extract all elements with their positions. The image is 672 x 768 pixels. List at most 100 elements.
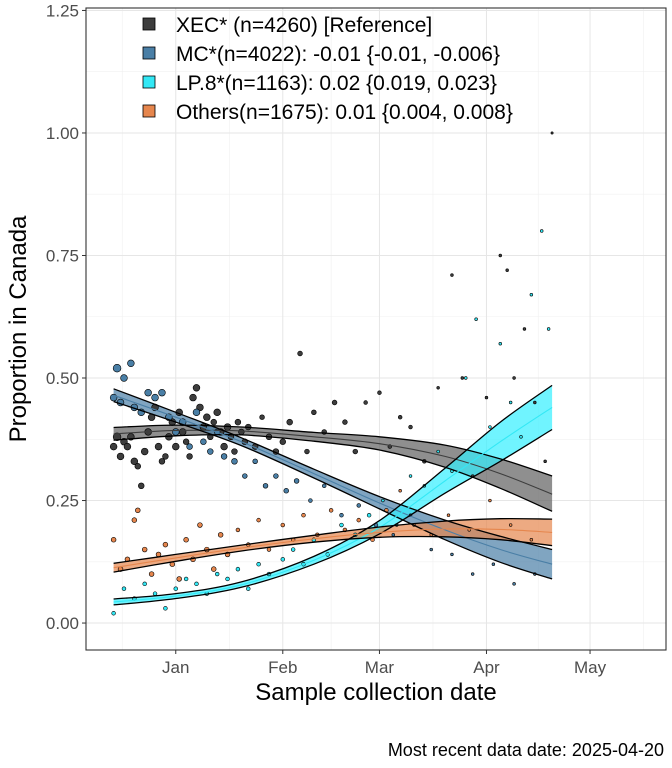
mc-data-point	[127, 359, 135, 368]
mc-data-point	[144, 389, 152, 397]
xec-data-point	[162, 453, 169, 460]
mc-data-point	[273, 473, 279, 479]
others-data-point	[148, 571, 155, 577]
others-data-point	[211, 566, 217, 572]
others-data-point	[266, 547, 272, 552]
lp-data-point	[152, 591, 158, 596]
xec-data-point	[130, 457, 139, 466]
lp-data-point	[246, 586, 251, 591]
mc-fit-line	[113, 394, 553, 565]
xec-data-point	[279, 438, 286, 445]
xec-data-point	[397, 415, 403, 420]
lp-data-point	[235, 566, 241, 572]
others-data-point	[256, 517, 261, 523]
xec-data-point	[178, 428, 187, 436]
xec-data-point	[512, 376, 516, 380]
xec-data-point	[186, 453, 193, 460]
lp-data-point	[519, 435, 523, 439]
xec-data-point	[213, 408, 221, 417]
lp-legend-label: LP.8*(n=1163): 0.02 {0.019, 0.023}	[176, 72, 497, 95]
others-data-point	[488, 498, 492, 503]
mc-data-point	[322, 483, 327, 489]
mc-data-point	[491, 562, 496, 566]
xec-data-point	[220, 442, 228, 451]
lp-fit-line	[113, 406, 553, 603]
mc-data-point	[470, 572, 475, 576]
lp-data-point	[436, 449, 440, 454]
others-data-point	[135, 507, 141, 514]
mc-data-point	[200, 438, 207, 445]
plot-panel	[86, 8, 666, 650]
xec-data-point	[158, 458, 166, 465]
xec-fit-line	[113, 429, 553, 495]
y-tick-label: 0.00	[46, 614, 79, 633]
mc-legend-label: MC*(n=4022): -0.01 {-0.01, -0.006}	[176, 43, 500, 66]
plot-border	[85, 7, 667, 651]
y-tick-label: 0.75	[46, 246, 79, 265]
others-data-point	[235, 527, 241, 533]
lp-data-point	[381, 498, 385, 503]
xec-data-point	[331, 399, 338, 406]
mc-data-point	[220, 453, 228, 460]
mc-data-point	[120, 374, 128, 382]
others-data-point	[183, 537, 189, 543]
xec-data-point	[297, 350, 303, 357]
mc-data-point	[192, 408, 201, 417]
others-ribbon-upper-edge	[113, 517, 553, 564]
y-tick-label: 1.25	[46, 1, 79, 20]
xec-data-point	[172, 442, 180, 451]
xec-data-point	[238, 428, 245, 436]
xec-ribbon-lower-edge	[113, 433, 553, 512]
lp-data-point	[546, 327, 551, 331]
xec-legend-label: XEC* (n=4260) [Reference]	[176, 14, 432, 37]
mc-data-point	[158, 389, 166, 397]
xec-data-point	[311, 409, 317, 416]
mc-data-point	[252, 458, 258, 465]
lp-data-point	[225, 576, 230, 582]
xec-data-point	[116, 452, 125, 461]
mc-ribbon-lower-edge	[113, 400, 553, 580]
lp-data-point	[173, 586, 178, 591]
lp-data-point	[256, 562, 261, 567]
y-axis-title: Proportion in Canada	[5, 215, 32, 442]
lp-data-point	[121, 586, 127, 591]
others-data-point	[328, 508, 334, 513]
x-tick-label: Mar	[365, 658, 395, 677]
lp-data-point	[529, 292, 534, 297]
xec-legend-key	[142, 17, 156, 31]
x-tick-label: Jan	[162, 658, 189, 677]
mc-data-point	[262, 483, 269, 489]
fit-lines	[113, 384, 553, 606]
lp-data-point	[508, 400, 513, 405]
lp-data-point	[408, 474, 413, 478]
mc-data-point	[391, 533, 395, 537]
xec-data-point	[450, 273, 454, 277]
xec-data-point	[460, 376, 465, 380]
mc-data-point	[231, 458, 238, 465]
others-data-point	[131, 517, 138, 523]
lp-data-point	[366, 513, 372, 518]
others-data-point	[176, 576, 182, 582]
xec-data-point	[522, 327, 527, 331]
lp-data-point	[280, 557, 285, 562]
xec-data-point	[408, 424, 413, 430]
lp-ribbon-lower-edge	[113, 428, 553, 606]
lp-data-point	[142, 581, 147, 587]
legend: XEC* (n=4260) [Reference] MC*(n=4022): -0…	[142, 14, 513, 124]
lp-data-point	[111, 611, 116, 616]
mc-data-point	[283, 488, 289, 494]
lp-data-point	[194, 581, 199, 587]
xec-data-point	[231, 448, 238, 455]
x-axis-title: Sample collection date	[255, 679, 496, 706]
mc-data-point	[339, 513, 344, 518]
lp-data-point	[214, 571, 220, 577]
xec-data-point	[543, 459, 547, 464]
xec-data-point	[505, 268, 509, 272]
xec-data-point	[112, 432, 122, 442]
lp-data-point	[488, 425, 492, 429]
mc-data-point	[293, 478, 300, 484]
others-legend-key	[142, 104, 156, 118]
xec-data-point	[210, 418, 217, 426]
others-data-point	[110, 537, 117, 543]
xec-data-point	[550, 131, 554, 135]
